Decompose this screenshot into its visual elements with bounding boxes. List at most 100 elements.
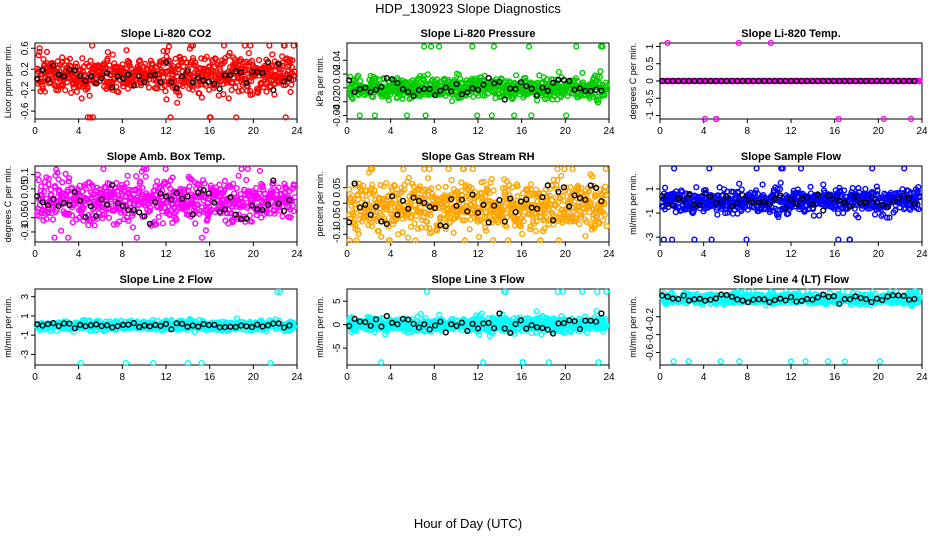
data-point <box>389 76 396 83</box>
data-point <box>71 67 78 74</box>
panel-title: Slope Gas Stream RH <box>421 151 534 163</box>
data-point <box>424 71 431 78</box>
data-point <box>105 214 113 222</box>
data-point <box>84 83 91 90</box>
data-point <box>120 83 127 90</box>
data-point <box>279 213 286 220</box>
y-tick-label: -0.6 <box>20 102 31 120</box>
data-point <box>490 187 497 194</box>
y-axis-label: kPa per min. <box>315 56 325 107</box>
x-tick-label: 12 <box>160 126 172 137</box>
data-point <box>820 207 827 214</box>
y-tick-label: 0.05 <box>332 178 343 198</box>
data-point <box>442 84 449 91</box>
x-tick-label: 20 <box>560 126 572 137</box>
x-tick-label: 12 <box>160 249 172 260</box>
data-point <box>415 86 423 94</box>
x-tick-label: 8 <box>120 372 126 383</box>
data-point <box>532 228 540 235</box>
data-point <box>582 233 589 240</box>
data-point <box>243 176 250 184</box>
data-point <box>66 55 74 63</box>
data-point <box>387 91 394 98</box>
x-tick-label: 4 <box>388 126 394 137</box>
data-point <box>227 71 234 79</box>
y-tick-label: -0.5 <box>645 89 656 107</box>
x-tick-label: 20 <box>873 249 885 260</box>
panel-title: Slope Amb. Box Temp. <box>107 151 226 163</box>
data-point <box>231 190 238 197</box>
data-point <box>510 112 518 119</box>
data-point <box>237 56 244 63</box>
data-point <box>450 229 457 237</box>
data-point <box>437 87 444 94</box>
data-point <box>82 77 89 85</box>
data-point <box>561 166 568 173</box>
x-tick-label: 16 <box>204 249 216 260</box>
data-point <box>364 196 371 204</box>
data-point <box>378 233 385 240</box>
panel-5: Slope Gas Stream RH0 4 8 12 16 20 24-0.1-0.050… <box>315 151 615 260</box>
x-tick-label: 12 <box>472 249 484 260</box>
data-point <box>198 55 205 62</box>
data-point <box>64 234 72 241</box>
y-tick-label: 0.04 <box>332 50 343 70</box>
data-point <box>233 114 240 121</box>
data-point <box>541 95 549 103</box>
x-tick-label: 12 <box>785 249 797 260</box>
data-point <box>36 45 43 52</box>
x-tick-label: 16 <box>516 249 528 260</box>
data-point <box>76 72 84 80</box>
data-point <box>214 80 221 87</box>
data-point <box>453 80 460 88</box>
data-point <box>600 217 607 224</box>
data-point <box>436 43 443 50</box>
data-point <box>346 77 353 84</box>
data-point <box>226 49 233 56</box>
data-point <box>595 96 602 103</box>
data-point <box>599 43 606 50</box>
data-point <box>563 112 570 119</box>
y-axis-label: ml/min per min. <box>3 296 13 358</box>
x-tick-label: 8 <box>432 126 438 137</box>
y-tick-label: -1 <box>645 111 656 120</box>
data-point <box>797 165 805 172</box>
data-point <box>474 112 481 119</box>
panel-title: Slope Li-820 Temp. <box>741 28 840 40</box>
data-point <box>367 88 374 96</box>
data-point <box>157 78 164 86</box>
data-point <box>555 68 563 76</box>
data-point <box>476 233 483 241</box>
data-point <box>660 236 667 243</box>
data-point <box>109 84 116 91</box>
data-point <box>869 165 876 172</box>
data-point <box>86 92 93 99</box>
data-point <box>544 87 551 94</box>
data-point <box>816 212 823 219</box>
data-point <box>133 234 141 241</box>
data-point <box>276 66 283 73</box>
data-point <box>136 209 143 216</box>
data-point <box>217 68 224 75</box>
y-axis-label: Licor ppm per min. <box>3 44 13 119</box>
data-point <box>220 42 228 49</box>
data-point <box>435 184 442 191</box>
series-1 <box>659 39 923 123</box>
data-point <box>820 181 827 188</box>
data-point <box>464 89 471 96</box>
data-point <box>512 85 519 93</box>
data-point <box>41 88 49 95</box>
data-point <box>425 175 432 182</box>
data-point <box>670 165 678 172</box>
x-tick-label: 8 <box>120 126 126 137</box>
data-point <box>55 71 62 78</box>
data-point <box>104 55 111 62</box>
data-point <box>275 60 282 67</box>
data-point <box>50 62 57 69</box>
x-tick-label: 8 <box>120 249 126 260</box>
data-point <box>180 62 187 70</box>
data-point <box>133 173 140 180</box>
series-1 <box>34 42 298 121</box>
